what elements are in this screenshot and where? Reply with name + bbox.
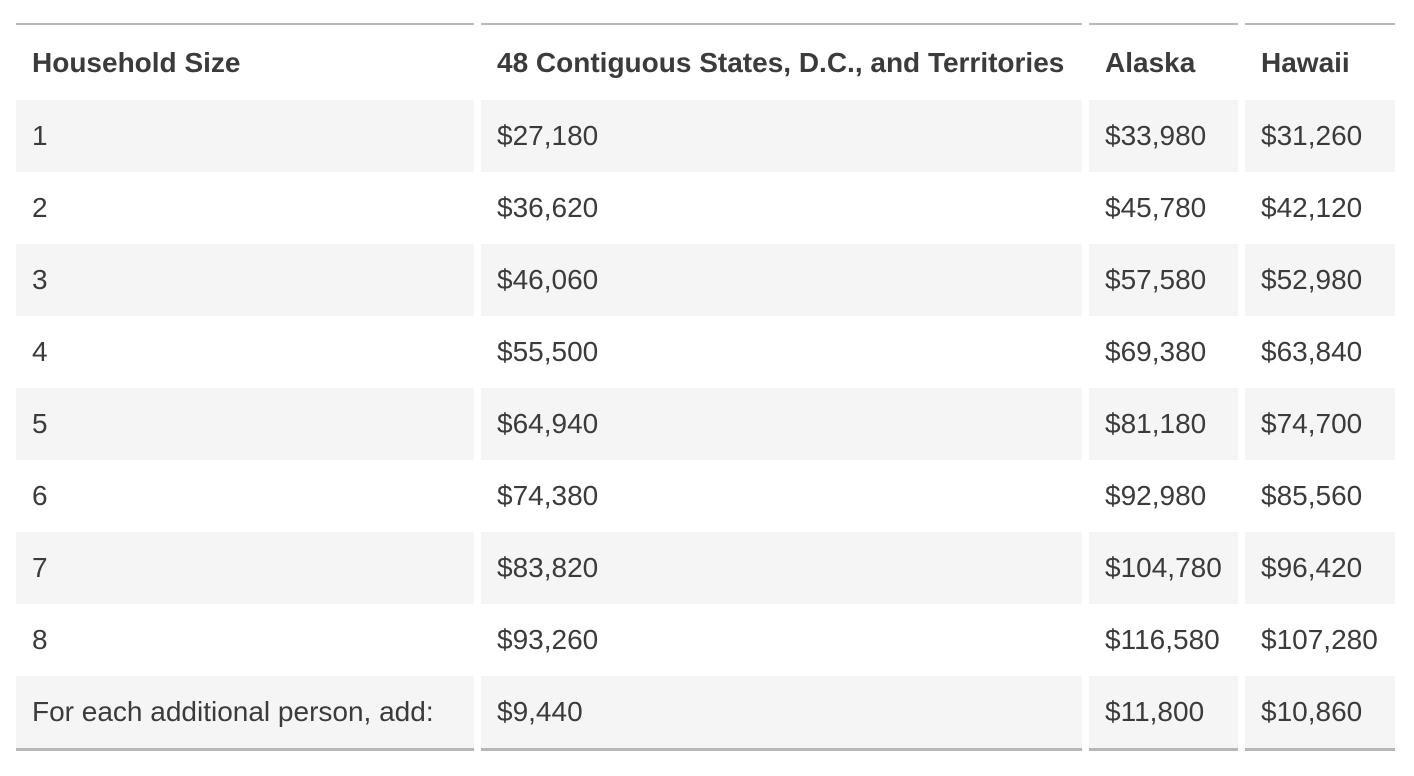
table-cell-contiguous: $83,820 — [481, 532, 1082, 604]
table-cell-household-size: 1 — [16, 100, 474, 172]
column-header-household-size: Household Size — [16, 23, 474, 100]
table-cell-hawaii: $107,280 — [1245, 604, 1395, 676]
header-row: Household Size 48 Contiguous States, D.C… — [16, 23, 1395, 100]
table-cell-household-size: 2 — [16, 172, 474, 244]
table-cell-contiguous: $9,440 — [481, 676, 1082, 751]
table-cell-contiguous: $64,940 — [481, 388, 1082, 460]
table-cell-household-size: 8 — [16, 604, 474, 676]
table-cell-alaska: $81,180 — [1089, 388, 1238, 460]
table-row: 6 $74,380 $92,980 $85,560 — [16, 460, 1395, 532]
table-row: 2 $36,620 $45,780 $42,120 — [16, 172, 1395, 244]
table-cell-contiguous: $74,380 — [481, 460, 1082, 532]
table-cell-alaska: $45,780 — [1089, 172, 1238, 244]
table-cell-hawaii: $96,420 — [1245, 532, 1395, 604]
table-cell-hawaii: $52,980 — [1245, 244, 1395, 316]
table-cell-household-size: 5 — [16, 388, 474, 460]
column-header-contiguous-states: 48 Contiguous States, D.C., and Territor… — [481, 23, 1082, 100]
table-row: 1 $27,180 $33,980 $31,260 — [16, 100, 1395, 172]
table-row: 3 $46,060 $57,580 $52,980 — [16, 244, 1395, 316]
table-cell-contiguous: $46,060 — [481, 244, 1082, 316]
table-row: 4 $55,500 $69,380 $63,840 — [16, 316, 1395, 388]
table-cell-contiguous: $55,500 — [481, 316, 1082, 388]
table-row: 5 $64,940 $81,180 $74,700 — [16, 388, 1395, 460]
table-cell-alaska: $69,380 — [1089, 316, 1238, 388]
table-cell-contiguous: $36,620 — [481, 172, 1082, 244]
table-cell-additional-person-label: For each additional person, add: — [16, 676, 474, 751]
table-row: 7 $83,820 $104,780 $96,420 — [16, 532, 1395, 604]
table-cell-alaska: $33,980 — [1089, 100, 1238, 172]
table-cell-alaska: $116,580 — [1089, 604, 1238, 676]
table-cell-household-size: 3 — [16, 244, 474, 316]
table-row-additional-person: For each additional person, add: $9,440 … — [16, 676, 1395, 751]
table-cell-hawaii: $85,560 — [1245, 460, 1395, 532]
table-cell-alaska: $57,580 — [1089, 244, 1238, 316]
table-cell-hawaii: $74,700 — [1245, 388, 1395, 460]
table-cell-household-size: 7 — [16, 532, 474, 604]
table-cell-alaska: $104,780 — [1089, 532, 1238, 604]
income-guidelines-table: Household Size 48 Contiguous States, D.C… — [9, 23, 1402, 751]
table-cell-hawaii: $42,120 — [1245, 172, 1395, 244]
table-row: 8 $93,260 $116,580 $107,280 — [16, 604, 1395, 676]
table-cell-household-size: 4 — [16, 316, 474, 388]
table-cell-contiguous: $93,260 — [481, 604, 1082, 676]
table-cell-alaska: $92,980 — [1089, 460, 1238, 532]
table-cell-hawaii: $10,860 — [1245, 676, 1395, 751]
column-header-alaska: Alaska — [1089, 23, 1238, 100]
table-cell-hawaii: $31,260 — [1245, 100, 1395, 172]
table-cell-hawaii: $63,840 — [1245, 316, 1395, 388]
table-cell-alaska: $11,800 — [1089, 676, 1238, 751]
table-cell-contiguous: $27,180 — [481, 100, 1082, 172]
table-cell-household-size: 6 — [16, 460, 474, 532]
column-header-hawaii: Hawaii — [1245, 23, 1395, 100]
